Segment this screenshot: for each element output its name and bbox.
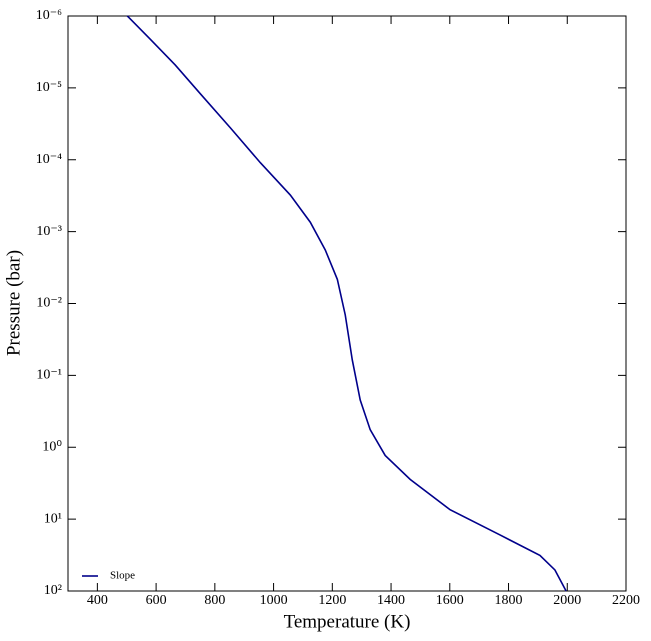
y-tick-label: 10⁻⁴: [36, 152, 62, 167]
y-tick-label: 10¹: [44, 511, 62, 526]
y-tick-label: 10⁰: [42, 439, 62, 454]
y-tick-label: 10⁻²: [36, 296, 62, 311]
y-tick-label: 10²: [44, 583, 62, 598]
x-axis-label: Temperature (K): [284, 611, 411, 632]
x-tick-label: 2000: [553, 593, 581, 608]
y-tick-label: 10⁻⁶: [36, 8, 62, 23]
legend-text: Slope: [110, 570, 135, 582]
x-tick-label: 600: [146, 593, 167, 608]
x-tick-label: 1800: [495, 593, 523, 608]
x-tick-label: 1200: [318, 593, 346, 608]
y-tick-label: 10⁻¹: [36, 368, 62, 383]
plot-frame: [67, 15, 627, 592]
x-tick-label: 400: [87, 593, 108, 608]
x-tick-label: 1400: [377, 593, 405, 608]
line: [126, 15, 567, 592]
x-tick-label: 800: [204, 593, 225, 608]
x-tick-label: 1000: [260, 593, 288, 608]
x-tick-label: 1600: [436, 593, 464, 608]
x-tick-label: 2200: [612, 593, 640, 608]
y-tick-label: 10⁻⁵: [36, 80, 62, 95]
y-tick-label: 10⁻³: [36, 224, 62, 239]
y-axis-label: Pressure (bar): [3, 250, 24, 356]
